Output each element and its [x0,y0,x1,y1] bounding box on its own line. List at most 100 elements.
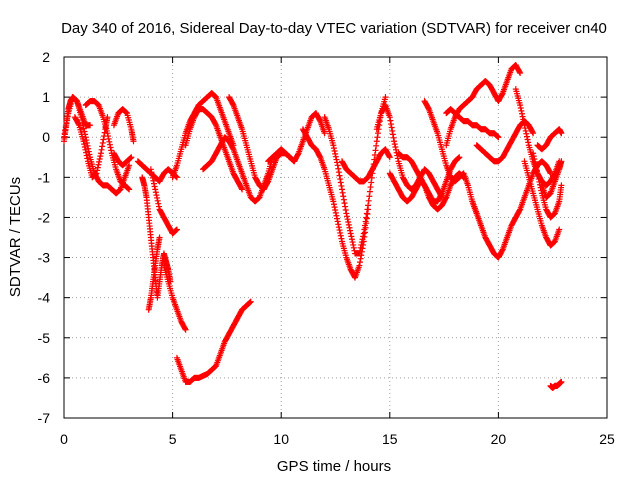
data-point [499,247,506,254]
series-arc-27 [443,106,502,141]
data-point [337,232,344,239]
data-point [342,206,349,213]
data-point [386,154,393,161]
data-point [341,200,348,207]
series-arc-35 [547,378,565,391]
data-point [347,227,354,234]
data-point [374,134,381,141]
data-point [361,229,368,236]
data-point [339,186,346,193]
series-arc-05 [74,98,133,197]
data-point [345,221,352,228]
data-point [338,235,345,242]
series-arc-19 [299,126,372,281]
data-point [153,192,160,199]
data-point [558,158,565,165]
data-point [356,250,363,257]
data-point [391,138,398,145]
data-point [335,224,342,231]
y-tick-label: 1 [42,89,50,105]
data-point [80,125,87,132]
data-point [247,298,254,305]
data-point [85,148,92,155]
data-point [152,189,159,196]
data-point [363,210,370,217]
data-point [332,150,339,157]
data-point [368,179,375,186]
data-point [155,200,162,207]
data-point [83,139,90,146]
data-point [173,226,180,233]
data-point [346,224,353,231]
data-point [523,130,530,137]
x-tick-label: 25 [599,431,615,447]
data-point [345,219,352,226]
data-point [332,206,339,213]
data-point [389,127,396,134]
data-point [229,100,236,107]
data-point [155,203,162,210]
data-point [334,162,341,169]
data-point [391,141,398,148]
data-point [342,203,349,210]
data-point [363,215,370,222]
data-point [349,239,356,246]
data-point [147,166,154,173]
data-point [331,204,338,211]
data-point [98,146,105,153]
data-point [212,121,219,128]
data-point [532,158,539,165]
data-point [520,119,527,126]
data-point [151,183,158,190]
series-arc-15 [182,106,246,193]
data-point [334,218,341,225]
data-point [126,162,133,169]
data-point [392,143,399,150]
series-arc-18 [265,110,328,165]
data-point [556,226,563,233]
data-point [360,230,367,237]
data-point [356,262,363,269]
data-point [525,139,532,146]
data-point [294,151,301,158]
plot-frame [63,56,608,419]
data-point [340,196,347,203]
series-arc-26 [443,62,524,149]
series-arc-33 [534,126,565,153]
data-point [337,176,344,183]
data-point [154,194,161,201]
data-point [358,241,365,248]
data-point [130,138,137,145]
data-point [337,229,344,236]
data-point [360,233,367,240]
x-axis-label: GPS time / hours [277,458,391,475]
data-point [361,222,368,229]
x-tick-label: 10 [273,431,289,447]
series-arc-06 [110,106,137,145]
data-point [357,247,364,254]
data-point [332,153,339,160]
y-tick-label: -4 [38,290,51,306]
data-point [456,154,463,161]
data-point [357,259,364,266]
data-point [337,179,344,186]
series-arc-12 [160,262,189,333]
data-point [229,145,236,152]
data-point [343,210,350,217]
data-point [336,172,343,179]
data-point [359,236,366,243]
data-point [373,138,380,145]
y-tick-labels: 2 1 0 -1 -2 -3 -4 -5 -6 -7 [38,49,51,426]
data-point [81,143,88,150]
data-point [517,70,524,77]
data-point [338,182,345,189]
data-point [333,212,340,219]
x-tick-label: 20 [491,431,507,447]
y-tick-label: -7 [38,410,51,426]
data-point [521,122,528,129]
data-point [82,146,89,153]
data-point [150,177,157,184]
data-point [238,185,245,192]
